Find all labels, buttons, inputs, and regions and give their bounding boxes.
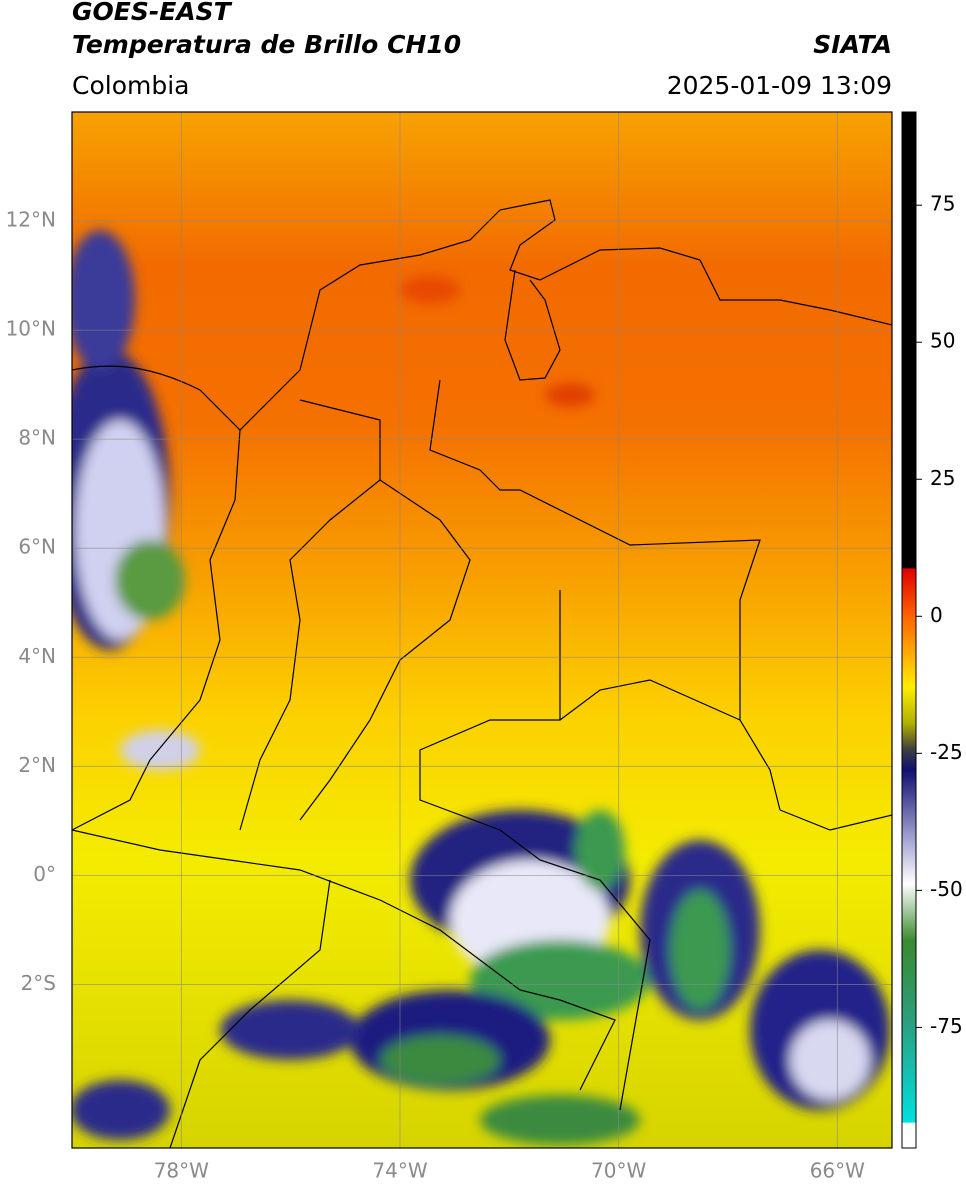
y-tick-label: 10°N — [6, 317, 56, 341]
colorbar-tick-label: 75 — [930, 192, 955, 216]
borders — [72, 199, 892, 1148]
y-tick-label: 12°N — [6, 208, 56, 232]
map-frame — [71, 111, 893, 1149]
y-tick-label: 2°S — [21, 971, 56, 995]
x-tick-label: 74°W — [372, 1159, 427, 1183]
y-tick-label: 4°N — [18, 644, 56, 668]
subtitle: Temperatura de Brillo CH10 — [72, 30, 461, 59]
y-tick-label: 0° — [33, 862, 56, 886]
colorbar-tick-label: 25 — [930, 466, 955, 490]
y-tick-label: 8°N — [18, 426, 56, 450]
colorbar — [901, 111, 917, 1149]
source: SIATA — [813, 30, 892, 59]
satellite-image — [72, 112, 892, 1148]
y-tick-label: 2°N — [18, 753, 56, 777]
y-tick-label: 6°N — [18, 535, 56, 559]
region: Colombia — [72, 71, 189, 100]
title: GOES-EAST — [72, 0, 233, 26]
timestamp: 2025-01-09 13:09 — [667, 71, 892, 100]
colorbar-tick-label: -50 — [930, 877, 963, 901]
colorbar-tick-label: 50 — [930, 329, 955, 353]
colorbar-tick-label: -75 — [930, 1014, 963, 1038]
colorbar-tick-label: -25 — [930, 740, 963, 764]
x-tick-label: 78°W — [154, 1159, 209, 1183]
colorbar-tick-label: 0 — [930, 603, 943, 627]
x-tick-label: 70°W — [591, 1159, 646, 1183]
x-tick-label: 66°W — [810, 1159, 865, 1183]
